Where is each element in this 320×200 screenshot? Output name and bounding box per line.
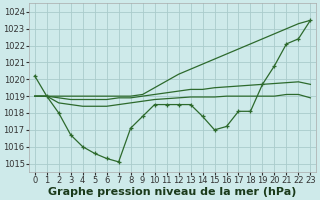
X-axis label: Graphe pression niveau de la mer (hPa): Graphe pression niveau de la mer (hPa) xyxy=(48,187,297,197)
